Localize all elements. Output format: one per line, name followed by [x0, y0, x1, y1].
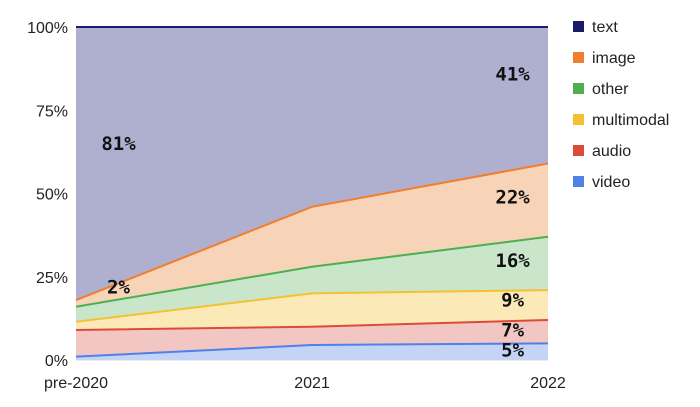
data-label: 41% [495, 63, 530, 85]
y-tick-label: 25% [36, 270, 68, 287]
area-other [76, 236, 548, 322]
line-video [75, 342, 549, 358]
data-label: 7% [501, 320, 524, 342]
x-tick-label: 2021 [294, 375, 330, 392]
area-image [76, 163, 548, 307]
y-tick-label: 75% [36, 103, 68, 120]
area-text [76, 27, 548, 301]
line-multimodal [75, 289, 549, 323]
y-tick-label: 50% [36, 187, 68, 204]
data-label: 2% [107, 276, 130, 298]
legend-swatch-other [573, 83, 584, 94]
x-tick-label: 2022 [530, 375, 566, 392]
x-tick-label: pre-2020 [44, 375, 108, 392]
line-other [75, 235, 549, 308]
legend-label-other: other [592, 81, 629, 98]
line-image [75, 162, 549, 301]
data-label: 9% [501, 290, 524, 312]
data-label: 5% [501, 340, 524, 362]
x-axis-ticks: pre-2020 2021 2022 [44, 375, 566, 392]
y-axis-ticks: 0% 25% 50% 75% 100% [27, 20, 68, 370]
legend-swatch-image [573, 52, 584, 63]
data-label: 81% [101, 133, 136, 155]
y-tick-label: 0% [45, 353, 68, 370]
data-label: 22% [495, 186, 530, 208]
area-multimodal [76, 290, 548, 331]
legend-swatch-video [573, 176, 584, 187]
data-label: 16% [495, 250, 530, 272]
legend: text image other multimodal audio video [573, 19, 669, 191]
data-labels: 81% 2% 41% 22% 16% 9% 7%5% [101, 63, 530, 361]
area-series [76, 27, 548, 360]
legend-swatch-multimodal [573, 114, 584, 125]
legend-swatch-audio [573, 145, 584, 156]
y-tick-label: 100% [27, 20, 68, 37]
legend-label-multimodal: multimodal [592, 112, 669, 129]
legend-label-image: image [592, 50, 636, 67]
legend-label-text: text [592, 19, 618, 36]
legend-label-video: video [592, 174, 630, 191]
legend-swatch-text [573, 21, 584, 32]
area-video [76, 343, 548, 360]
series-lines [75, 26, 549, 358]
line-audio [75, 319, 549, 332]
legend-label-audio: audio [592, 143, 631, 160]
